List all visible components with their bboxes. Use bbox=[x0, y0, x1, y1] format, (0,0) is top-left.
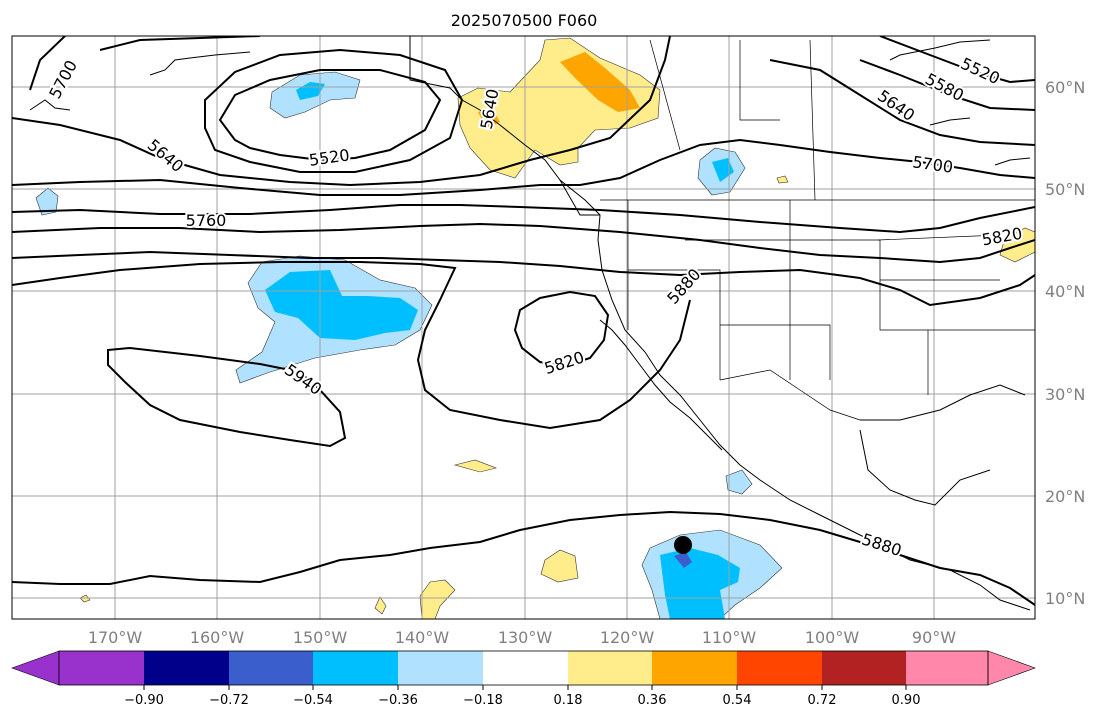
contour-5640-east bbox=[769, 59, 1035, 146]
contour-5520-west bbox=[218, 69, 442, 162]
colorbar-segment bbox=[398, 651, 483, 685]
colorbar-tick-label: −0.36 bbox=[378, 693, 418, 708]
contour-5880-south bbox=[12, 510, 1035, 606]
colorbar-tick-label: 0.54 bbox=[723, 693, 752, 708]
height-contours bbox=[12, 36, 1035, 606]
colorbar-segment bbox=[652, 651, 737, 685]
contour-5520-east bbox=[879, 36, 1035, 84]
contour-5940-pacific bbox=[12, 261, 691, 430]
latitude-axis: 60°N 50°N 40°N 30°N 20°N 10°N bbox=[1045, 78, 1085, 608]
colorbar-segment-low-extend bbox=[11, 650, 60, 686]
contour-5700-east bbox=[779, 144, 1035, 179]
colorbar-tick-label: −0.90 bbox=[124, 693, 164, 708]
anomaly-region-alaska-positive-core bbox=[560, 52, 640, 112]
colorbar-tick-label: 0.72 bbox=[808, 693, 837, 708]
colorbar-tick-label: 0.18 bbox=[554, 693, 583, 708]
contour-5820-north bbox=[12, 222, 1035, 264]
lat-tick: 30°N bbox=[1045, 385, 1085, 404]
lon-tick: 140°W bbox=[395, 628, 450, 647]
lon-tick: 100°W bbox=[805, 628, 860, 647]
colorbar-frame bbox=[58, 650, 989, 686]
colorbar-segment bbox=[483, 651, 568, 685]
map-panel: 5700 5640 5520 5580 5640 5700 5520 5640 … bbox=[11, 35, 1036, 620]
colorbar: −0.90 −0.72 −0.54 −0.36 −0.18 0.18 0.36 … bbox=[11, 650, 1036, 708]
lon-tick: 120°W bbox=[600, 628, 655, 647]
contour-5640-west bbox=[12, 36, 671, 187]
lat-tick: 40°N bbox=[1045, 282, 1085, 301]
colorbar-segment bbox=[229, 651, 313, 685]
anomaly-region-blob-2 bbox=[540, 549, 579, 583]
shaded-anomaly-regions bbox=[35, 37, 1035, 619]
colorbar-segment bbox=[737, 651, 822, 685]
lon-tick: 160°W bbox=[190, 628, 245, 647]
contour-5940-loop bbox=[107, 346, 347, 448]
lat-tick: 50°N bbox=[1045, 180, 1085, 199]
contour-5760 bbox=[12, 204, 1035, 234]
figure-title: 2025070500 F060 bbox=[451, 11, 598, 30]
map-border bbox=[11, 35, 1036, 620]
lon-tick: 150°W bbox=[293, 628, 348, 647]
colorbar-tick-marks bbox=[143, 685, 907, 690]
anomaly-region-central-pacific-negative-core bbox=[265, 270, 418, 340]
colorbar-segment bbox=[906, 651, 988, 685]
longitude-axis: 170°W 160°W 150°W 140°W 130°W 120°W 110°… bbox=[88, 628, 956, 647]
contour-label: 5760 bbox=[186, 211, 227, 230]
gridlines bbox=[12, 36, 1035, 619]
colorbar-tick-label: −0.72 bbox=[209, 693, 249, 708]
colorbar-tick-label: −0.54 bbox=[293, 693, 333, 708]
lat-tick: 10°N bbox=[1045, 589, 1085, 608]
contour-5700-west bbox=[12, 36, 781, 196]
colorbar-segment bbox=[313, 651, 398, 685]
colorbar-segment-high-extend bbox=[987, 650, 1036, 686]
anomaly-region-blob-1 bbox=[453, 459, 497, 473]
lon-tick: 170°W bbox=[88, 628, 143, 647]
contour-5880-north bbox=[12, 250, 1035, 307]
coastlines bbox=[29, 36, 1031, 611]
colorbar-tick-label: −0.18 bbox=[463, 693, 503, 708]
colorbar-tick-label: 0.90 bbox=[892, 693, 921, 708]
lon-tick: 110°W bbox=[702, 628, 757, 647]
anomaly-region-epac-negative-center bbox=[674, 552, 692, 568]
contour-5580-west bbox=[204, 48, 464, 173]
lon-tick: 90°W bbox=[912, 628, 956, 647]
colorbar-tick-label: 0.36 bbox=[638, 693, 667, 708]
storm-center-marker bbox=[674, 536, 692, 554]
colorbar-segment bbox=[568, 651, 652, 685]
anomaly-region-blob-4 bbox=[374, 596, 387, 615]
contour-5820-closed bbox=[513, 290, 610, 368]
colorbar-segment bbox=[822, 651, 906, 685]
lon-tick: 130°W bbox=[498, 628, 553, 647]
colorbar-segment bbox=[59, 651, 144, 685]
lat-tick: 60°N bbox=[1045, 78, 1085, 97]
anomaly-region-baja-negative bbox=[725, 469, 753, 495]
contour-5580-east bbox=[859, 59, 1035, 111]
anomaly-region-epac-negative-core bbox=[660, 548, 740, 619]
colorbar-segment bbox=[144, 651, 229, 685]
lat-tick: 20°N bbox=[1045, 487, 1085, 506]
anomaly-region-blob-7 bbox=[776, 175, 789, 184]
anomaly-region-westpac-negative bbox=[35, 187, 59, 216]
